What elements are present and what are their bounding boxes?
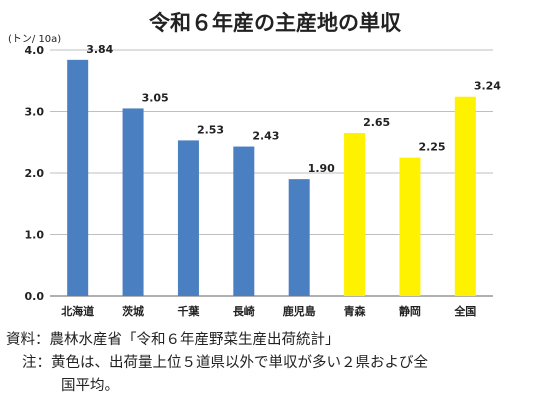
bars	[67, 59, 476, 297]
bar	[177, 140, 199, 296]
category-label: 静岡	[399, 304, 421, 318]
value-label: 2.43	[252, 130, 279, 143]
category-label: 茨城	[122, 304, 144, 318]
grid-lines	[50, 49, 493, 297]
category-label: 青森	[344, 304, 367, 318]
y-tick-label: 1.0	[25, 229, 45, 242]
y-tick-label: 0.0	[25, 290, 45, 303]
footnote-line-1: 注：黄色は、出荷量上位５道県以外で単収が多い２県および全	[22, 353, 428, 371]
category-label: 長崎	[233, 304, 255, 318]
bar	[233, 146, 255, 296]
y-tick-label: 2.0	[25, 167, 45, 180]
bar	[67, 59, 89, 297]
bar	[454, 96, 476, 297]
footnote-line-2: 国平均。	[61, 377, 119, 394]
x-axis-categories: 北海道 茨城 千葉 長崎 鹿児島 青森 静岡 全国	[61, 304, 476, 318]
value-label: 3.05	[142, 91, 169, 104]
y-tick-label: 4.0	[25, 44, 45, 57]
y-axis-ticks: 0.0 1.0 2.0 3.0 4.0	[25, 44, 45, 303]
bar	[122, 108, 144, 296]
value-label: 3.24	[474, 80, 501, 93]
y-tick-label: 3.0	[25, 106, 45, 119]
value-label: 2.25	[418, 141, 445, 154]
bar	[344, 133, 366, 296]
chart-title: 令和６年産の主産地の単収	[149, 11, 402, 35]
category-label: 北海道	[61, 304, 94, 318]
value-label: 3.84	[86, 43, 113, 56]
value-label: 2.65	[363, 116, 390, 129]
y-axis-unit-label: (トン/ 10a)	[8, 34, 61, 45]
bar	[399, 157, 421, 296]
category-label: 鹿児島	[283, 304, 316, 318]
category-label: 千葉	[177, 304, 200, 318]
bar	[288, 179, 310, 296]
value-label: 1.90	[308, 162, 335, 175]
value-label: 2.53	[197, 123, 224, 136]
source-note: 資料：農林水産省「令和６年産野菜生産出荷統計」	[6, 331, 340, 348]
value-labels: 3.84 3.05 2.53 2.43 1.90 2.65 2.25 3.24	[86, 43, 501, 175]
category-label: 全国	[453, 304, 476, 318]
